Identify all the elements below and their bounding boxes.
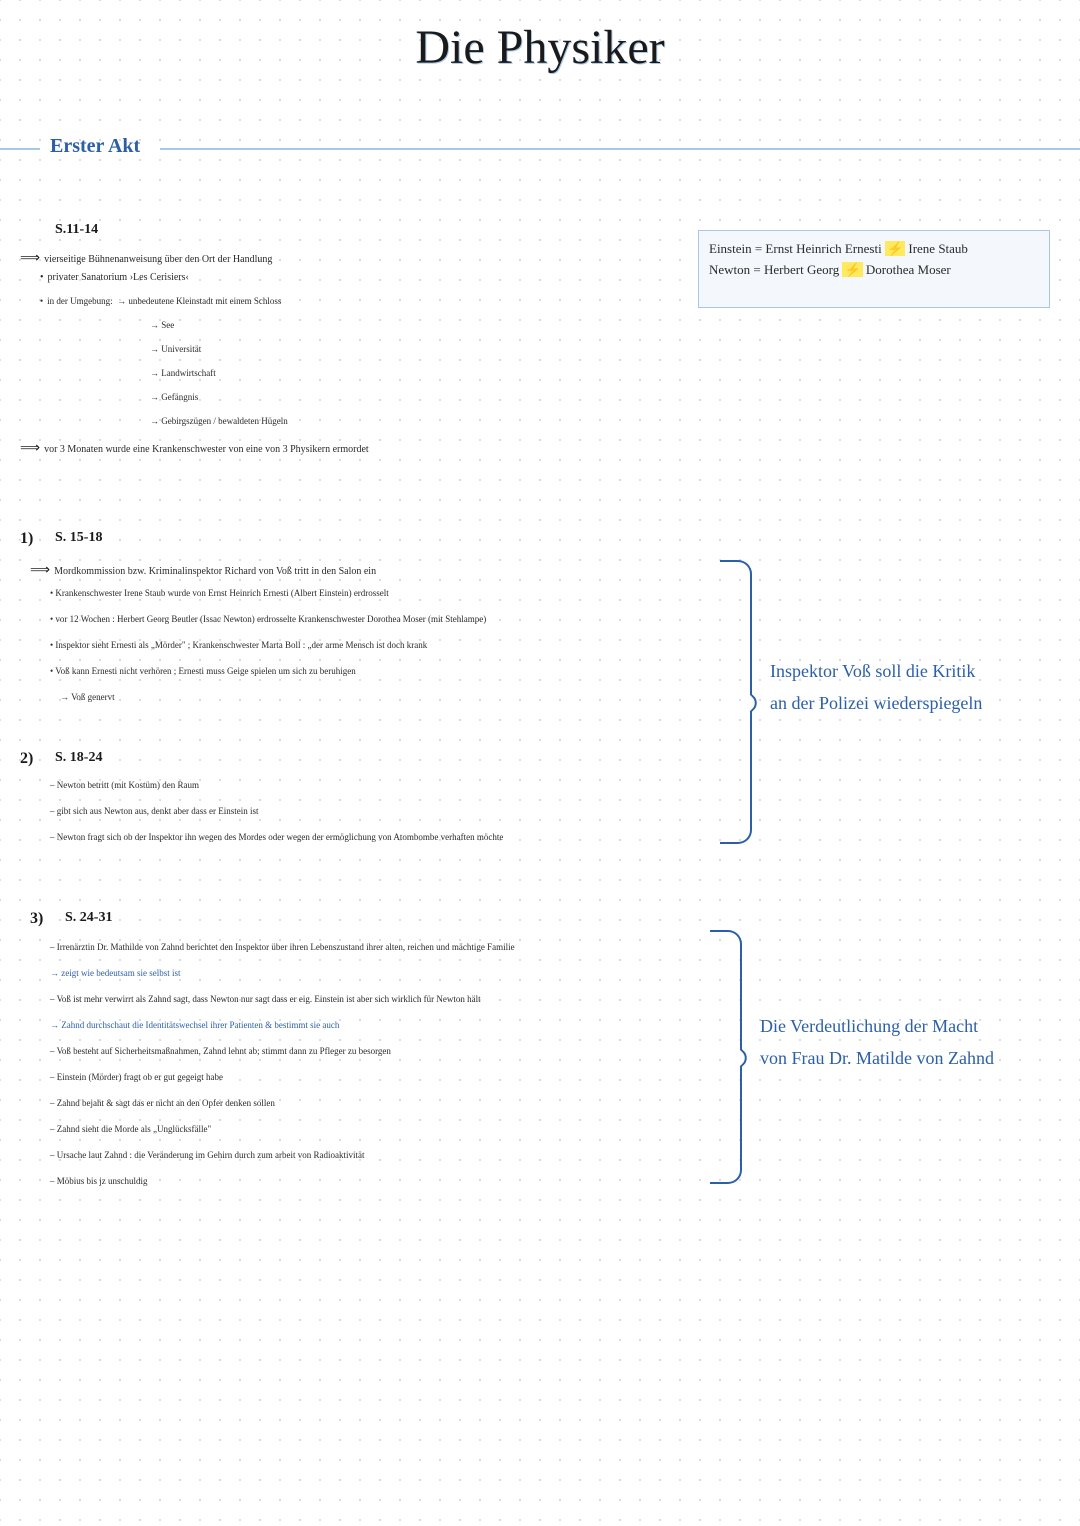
sec3-t9: Ursache laut Zahnd : die Veränderung im … [57,1150,365,1160]
sec1-t1: Mordkommission bzw. Kriminalinspektor Ri… [54,566,376,577]
sec2-l3: – Newton fragt sich ob der Inspektor ihn… [50,832,503,842]
info-irene: Irene Staub [908,241,968,256]
sec0-env2: See [161,320,174,330]
sec0-l1: ⟹ vierseitige Bühnenanweisung über den Or… [20,250,272,267]
sec0-env3-row: → Universität [150,344,201,354]
sec1-t3: vor 12 Wochen : Herbert Georg Beutler (I… [55,614,486,624]
arrow-icon-3: ⟹ [30,562,50,579]
sec0-env4-row: → Landwirtschaft [150,368,216,378]
sec0-t4: vor 3 Monaten wurde eine Krankenschweste… [44,444,369,455]
page-ref-0: S.11-14 [55,222,98,238]
sec3-l2: → zeigt wie bedeutsam sie selbst ist [50,968,180,978]
sec1-t4: Inspektor sieht Ernesti als „Mörder" ; K… [55,640,427,650]
sec0-l2: •privater Sanatorium ›Les Cerisiers‹ [40,272,189,283]
side-note-1-l1: Inspektor Voß soll die Kritik [770,655,982,687]
sec3-l1: – Irrenärztin Dr. Mathilde von Zahnd ber… [50,942,515,952]
sec0-t2: privater Sanatorium ›Les Cerisiers‹ [48,272,189,283]
sec3-t3: Voß ist mehr verwirrt als Zahnd sagt, da… [57,994,481,1004]
sec3-t10: Möbius bis jz unschuldig [57,1176,148,1186]
sec3-t4: Zahnd durchschaut die Identitätswechsel … [61,1020,339,1030]
sec2-t3: Newton fragt sich ob der Inspektor ihn w… [57,832,504,842]
sec2-num: 2) [20,750,33,768]
side-note-1-l2: an der Polizei wiederspiegeln [770,687,982,719]
sec1-l3: • vor 12 Wochen : Herbert Georg Beutler … [50,614,486,624]
sec2-t2: gibt sich aus Newton aus, denkt aber das… [57,806,259,816]
brace-2 [710,930,742,1184]
sec3-t2: zeigt wie bedeutsam sie selbst ist [61,968,180,978]
act-heading: Erster Akt [50,135,140,158]
sec3-l3: – Voß ist mehr verwirrt als Zahnd sagt, … [50,994,481,1004]
sec3-t5: Voß besteht auf Sicherheitsmaßnahmen, Za… [57,1046,391,1056]
sec0-env6: Gebirgszügen / bewaldeten Hügeln [161,416,288,426]
page-ref-3: S. 24-31 [65,910,112,926]
info-line-1: Einstein = Ernst Heinrich Ernesti ⚡ Iren… [709,239,1039,260]
sec2-t1: Newton betritt (mit Kostüm) den Raum [57,780,199,790]
character-info-box: Einstein = Ernst Heinrich Ernesti ⚡ Iren… [698,230,1050,308]
sec1-l6: → Voß genervt [60,692,115,702]
lightning-2: ⚡ [842,262,862,277]
sec3-l7: – Zahnd bejaht & sagt das er nicht an de… [50,1098,275,1108]
side-note-2-l2: von Frau Dr. Matilde von Zahnd [760,1042,994,1074]
sec0-env5: Gefängnis [161,392,198,402]
arrow-icon: ⟹ [20,250,40,267]
sec3-t6: Einstein (Mörder) fragt ob er gut gegeig… [57,1072,223,1082]
page-ref-1: S. 15-18 [55,530,102,546]
sec1-l4: • Inspektor sieht Ernesti als „Mörder" ;… [50,640,427,650]
sec3-t1: Irrenärztin Dr. Mathilde von Zahnd beric… [57,942,515,952]
act-rule-left [0,148,40,150]
info-dorothea: Dorothea Moser [866,262,951,277]
sec0-env4: Landwirtschaft [161,368,215,378]
sec3-l8: – Zahnd sieht die Morde als „Unglücksfäl… [50,1124,211,1134]
sec3-num: 3) [30,910,43,928]
sec3-l4: → Zahnd durchschaut die Identitätswechse… [50,1020,339,1030]
sec3-t8: Zahnd sieht die Morde als „Unglücksfälle… [57,1124,211,1134]
sec1-t2: Krankenschwester Irene Staub wurde von E… [55,588,388,598]
sec1-t6: Voß genervt [71,692,115,702]
sec0-env2-row: → See [150,320,174,330]
sec0-env5-row: → Gefängnis [150,392,198,402]
side-note-1: Inspektor Voß soll die Kritik an der Pol… [770,655,982,720]
sec3-l6: – Einstein (Mörder) fragt ob er gut gege… [50,1072,223,1082]
act-rule-right [160,148,1080,150]
side-note-2: Die Verdeutlichung der Macht von Frau Dr… [760,1010,994,1075]
sec1-num: 1) [20,530,33,548]
sec0-env6-row: → Gebirgszügen / bewaldeten Hügeln [150,416,288,426]
sec2-l1: – Newton betritt (mit Kostüm) den Raum [50,780,199,790]
side-note-2-l1: Die Verdeutlichung der Macht [760,1010,994,1042]
sec1-l1: ⟹ Mordkommission bzw. Kriminalinspektor R… [30,562,376,579]
sec2-l2: – gibt sich aus Newton aus, denkt aber d… [50,806,258,816]
sec1-t5: Voß kann Ernesti nicht verhören ; Ernest… [55,666,356,676]
sec3-l10: – Möbius bis jz unschuldig [50,1176,148,1186]
sec3-t7: Zahnd bejaht & sagt das er nicht an den … [57,1098,275,1108]
page-ref-2: S. 18-24 [55,750,102,766]
sec1-l2: • Krankenschwester Irene Staub wurde von… [50,588,389,598]
info-newton: Newton = Herbert Georg [709,262,839,277]
arrow-icon-2: ⟹ [20,440,40,457]
sec0-env3: Universität [161,344,201,354]
info-einstein: Einstein = Ernst Heinrich Ernesti [709,241,882,256]
sec3-l9: – Ursache laut Zahnd : die Veränderung i… [50,1150,365,1160]
brace-1 [720,560,752,844]
sec0-l3: •in der Umgebung: → unbedeutene Kleinsta… [40,296,281,306]
lightning-1: ⚡ [885,241,905,256]
page-title: Die Physiker [0,20,1080,75]
sec1-l5: • Voß kann Ernesti nicht verhören ; Erne… [50,666,356,676]
sec3-l5: – Voß besteht auf Sicherheitsmaßnahmen, … [50,1046,391,1056]
sec0-env1: unbedeutene Kleinstadt mit einem Schloss [128,296,281,306]
sec0-l4: ⟹ vor 3 Monaten wurde eine Krankenschwest… [20,440,369,457]
info-line-2: Newton = Herbert Georg ⚡ Dorothea Moser [709,260,1039,281]
sec0-t3: in der Umgebung: [47,296,113,306]
sec0-t1: vierseitige Bühnenanweisung über den Ort… [44,254,272,265]
